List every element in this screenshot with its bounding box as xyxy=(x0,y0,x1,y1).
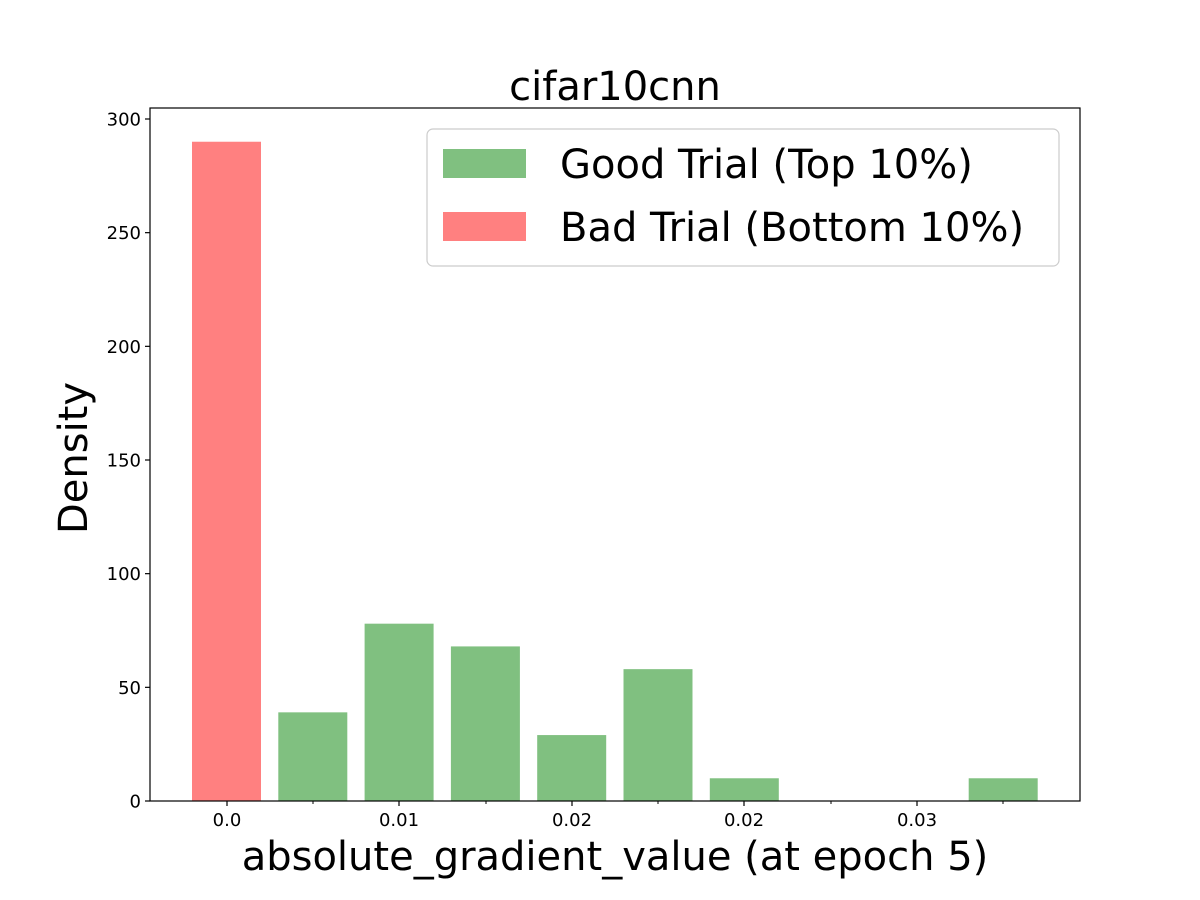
y-tick-label: 200 xyxy=(107,337,141,358)
legend: Good Trial (Top 10%) Bad Trial (Bottom 1… xyxy=(426,128,1060,267)
bar-good-3 xyxy=(537,735,607,801)
x-tick-label: 0.02 xyxy=(552,810,592,831)
x-tick-label: 0.0 xyxy=(213,810,242,831)
y-tick-label: 100 xyxy=(107,564,141,585)
x-tick-label: 0.01 xyxy=(379,810,419,831)
legend-swatch-good xyxy=(443,149,526,178)
chart-title: cifar10cnn xyxy=(509,64,721,110)
y-tick-label: 150 xyxy=(107,451,141,472)
plot-frame xyxy=(149,107,1081,802)
bar-good-0 xyxy=(278,712,348,801)
y-tick-label: 50 xyxy=(118,678,141,699)
y-axis: 0 50 100 150 200 250 300 xyxy=(107,110,150,813)
x-tick-label: 0.03 xyxy=(897,810,937,831)
bar-good-6 xyxy=(968,778,1038,801)
y-axis-title: Density xyxy=(51,382,97,534)
y-tick-label: 250 xyxy=(107,223,141,244)
legend-swatch-bad xyxy=(443,212,526,241)
legend-label-good: Good Trial (Top 10%) xyxy=(560,142,973,188)
legend-box xyxy=(426,128,1060,267)
bar-good-4 xyxy=(623,669,693,801)
bar-bad-0 xyxy=(192,141,261,801)
legend-label-bad: Bad Trial (Bottom 10%) xyxy=(560,205,1024,251)
x-tick-label: 0.02 xyxy=(724,810,764,831)
y-tick-label: 300 xyxy=(107,110,141,131)
bar-good-5 xyxy=(709,778,779,801)
y-tick-label: 0 xyxy=(130,792,141,813)
bar-good-2 xyxy=(450,646,520,801)
bars-layer xyxy=(192,141,1038,801)
x-axis: 0.0 0.01 0.02 0.02 0.03 xyxy=(213,801,1004,831)
x-axis-title: absolute_gradient_value (at epoch 5) xyxy=(242,834,989,880)
bar-good-1 xyxy=(364,623,434,801)
